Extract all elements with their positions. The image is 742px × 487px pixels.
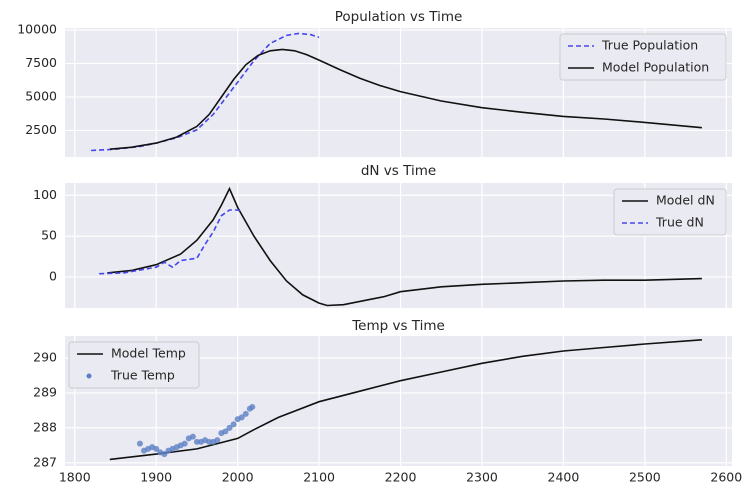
- x-tick-label: 2200: [385, 470, 417, 485]
- legend-label: True dN: [655, 215, 704, 230]
- x-tick-label: 2500: [629, 470, 661, 485]
- subplot-title: dN vs Time: [361, 163, 436, 179]
- subplot-title: Temp vs Time: [351, 318, 445, 334]
- subplot: Population vs Time 2500 5000 7500 10000 True …: [17, 9, 732, 157]
- legend-label: True Population: [601, 38, 698, 53]
- y-tick-label: 287: [33, 454, 57, 469]
- x-tick-label: 2300: [466, 470, 498, 485]
- y-tick-label: 290: [33, 350, 57, 365]
- legend-marker: [86, 373, 92, 379]
- legend-label: Model Temp: [111, 346, 186, 361]
- legend-box: [559, 33, 727, 81]
- subplot: Temp vs Time 287 288 289 290 1800 1900 2000 2100…: [33, 318, 742, 485]
- y-tick-label: 0: [49, 268, 57, 283]
- y-tick-label: 50: [41, 228, 57, 243]
- x-tick-label: 2100: [303, 470, 335, 485]
- y-tick-label: 5000: [25, 88, 57, 103]
- legend-label: Model Population: [602, 60, 709, 75]
- subplot: dN vs Time 0 50 100 Model dN True dN: [33, 163, 732, 308]
- point: [214, 437, 221, 444]
- y-tick-label: 100: [33, 187, 57, 202]
- point: [222, 428, 229, 435]
- legend-label: Model dN: [656, 193, 715, 208]
- y-tick-label: 289: [33, 384, 57, 399]
- point: [153, 445, 160, 452]
- series-line: [109, 48, 702, 150]
- series-line: [107, 186, 702, 307]
- x-tick-label: 2600: [710, 470, 742, 485]
- legend-label: True Temp: [110, 368, 175, 383]
- point: [226, 424, 233, 431]
- point: [189, 433, 196, 440]
- x-tick-label: 1900: [140, 470, 172, 485]
- y-tick-label: 7500: [25, 55, 57, 70]
- x-tick-label: 2000: [222, 470, 254, 485]
- series-line: [109, 339, 702, 461]
- y-tick-label: 288: [33, 419, 57, 434]
- y-tick-label: 10000: [17, 22, 57, 37]
- x-tick-label: 2400: [548, 470, 580, 485]
- subplot-title: Population vs Time: [335, 9, 463, 25]
- point: [230, 421, 237, 428]
- point: [181, 440, 188, 447]
- series-line: [99, 209, 242, 275]
- point: [238, 414, 245, 421]
- x-tick-label: 1800: [59, 470, 91, 485]
- point: [249, 403, 256, 410]
- point: [242, 410, 249, 417]
- point: [161, 451, 168, 458]
- y-tick-label: 2500: [25, 122, 57, 137]
- point: [136, 440, 143, 447]
- series-line: [91, 32, 320, 152]
